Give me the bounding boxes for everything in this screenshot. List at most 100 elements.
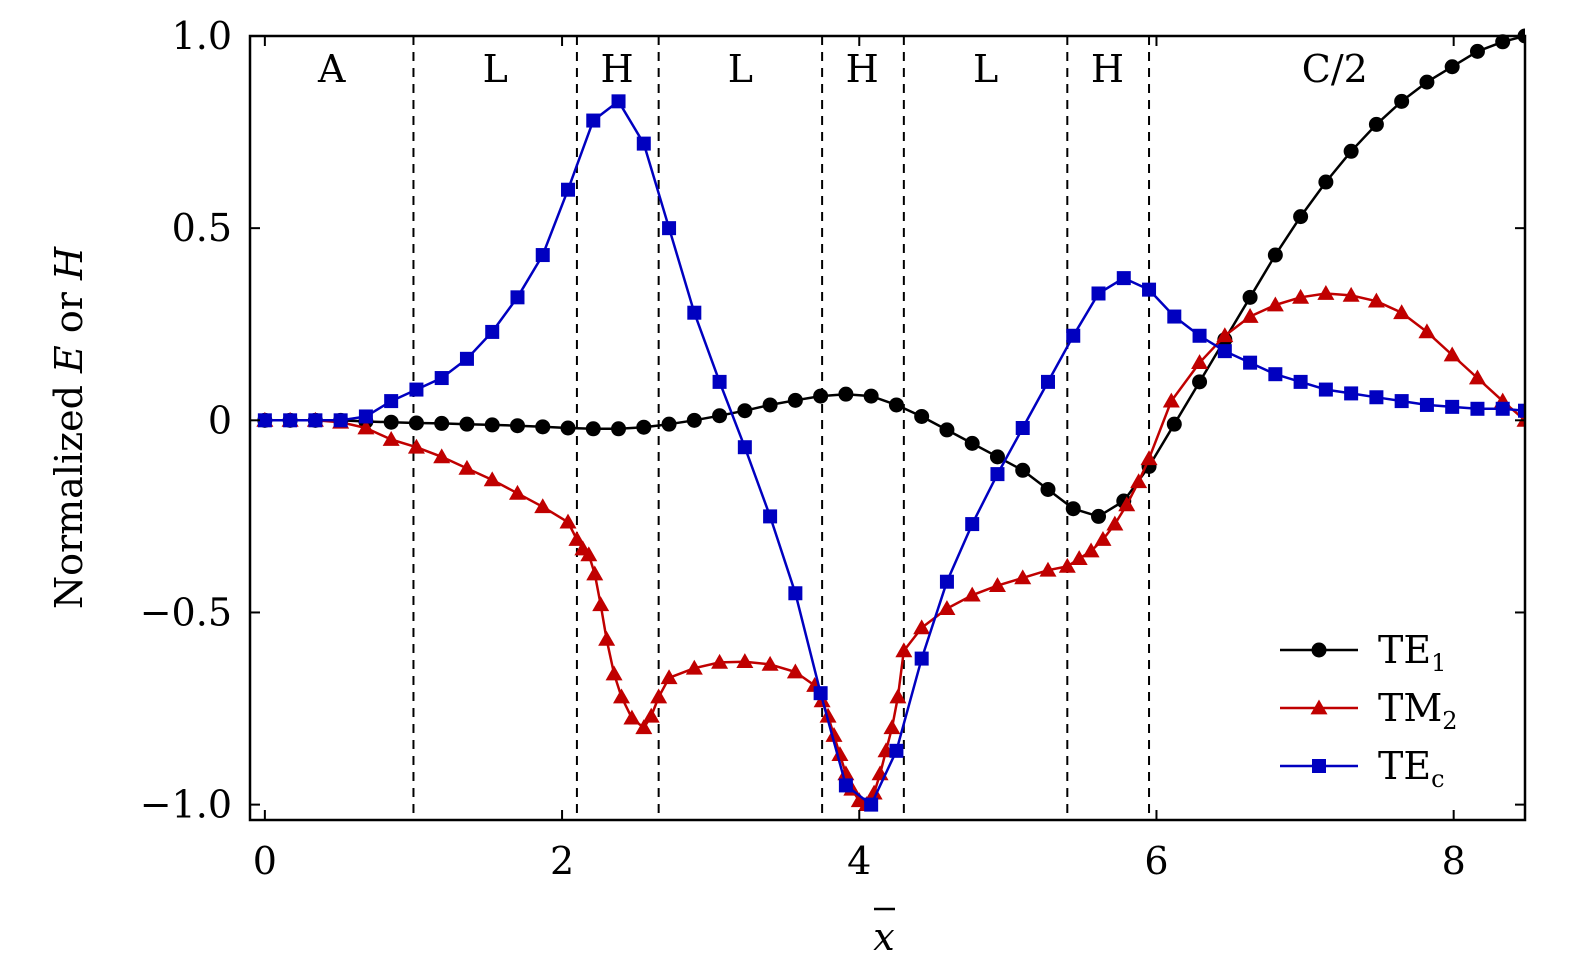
x-tick-label: 4	[847, 839, 871, 883]
plot-frame	[248, 34, 1527, 822]
data-point	[1469, 43, 1485, 59]
region-label: C/2	[1302, 47, 1368, 91]
data-point	[662, 221, 677, 236]
data-point	[434, 371, 449, 386]
data-point	[1216, 327, 1234, 343]
data-point	[568, 530, 586, 546]
data-point	[1140, 450, 1158, 466]
data-point	[736, 653, 754, 669]
data-point	[989, 449, 1005, 465]
data-point	[1292, 288, 1310, 304]
data-point	[1418, 323, 1436, 339]
data-point	[1368, 116, 1384, 132]
data-point	[485, 324, 500, 339]
data-point	[837, 765, 855, 781]
data-point	[1142, 282, 1157, 297]
data-point	[1393, 304, 1411, 320]
y-tick-label: 1.0	[172, 14, 232, 58]
data-point	[459, 416, 475, 432]
data-point	[838, 386, 854, 402]
data-point	[1094, 530, 1112, 546]
legend-label: TE1	[1378, 628, 1446, 677]
data-point	[433, 448, 451, 464]
region-label: L	[728, 47, 753, 91]
data-point	[1118, 496, 1136, 512]
data-point	[1082, 542, 1100, 558]
data-point	[1344, 386, 1359, 401]
data-point	[712, 374, 727, 389]
region-label: L	[973, 47, 998, 91]
data-point	[865, 784, 883, 800]
data-point	[1293, 374, 1308, 389]
series-circle	[257, 28, 1525, 524]
region-label: H	[1091, 47, 1124, 91]
data-point	[1167, 309, 1182, 324]
data-point	[1116, 271, 1131, 286]
data-point	[1162, 392, 1180, 408]
data-point	[813, 686, 828, 701]
data-point	[358, 409, 373, 424]
legend-label: TM2	[1378, 686, 1458, 735]
data-point	[939, 574, 954, 589]
data-point	[1040, 374, 1055, 389]
data-point	[1191, 354, 1209, 370]
data-point	[384, 394, 399, 409]
data-point	[963, 586, 981, 602]
region-label: L	[483, 47, 508, 91]
data-point	[938, 600, 956, 616]
data-point	[763, 509, 778, 524]
data-point	[685, 659, 703, 675]
data-point	[1394, 93, 1410, 109]
data-point	[636, 419, 652, 435]
data-point	[357, 419, 375, 435]
data-point	[1242, 289, 1258, 305]
x-axis-label: x	[873, 915, 894, 959]
data-point	[1317, 284, 1335, 300]
data-point	[458, 459, 476, 475]
data-point	[889, 743, 904, 758]
data-point	[382, 431, 400, 446]
legend-marker	[1312, 759, 1326, 773]
data-point	[257, 413, 272, 428]
legend-marker	[1311, 642, 1327, 658]
data-point	[483, 471, 501, 487]
data-point	[914, 408, 930, 424]
data-point	[613, 688, 631, 704]
data-point	[737, 403, 753, 419]
data-point	[484, 417, 500, 433]
data-point	[988, 577, 1006, 592]
data-point	[1065, 501, 1081, 517]
y-tick-label: −1.0	[140, 783, 232, 827]
data-point	[636, 136, 651, 151]
data-point	[586, 565, 604, 581]
data-point	[1066, 328, 1081, 343]
data-point	[611, 94, 626, 109]
data-point	[661, 416, 677, 432]
data-point	[580, 546, 598, 562]
data-point	[508, 484, 526, 500]
data-point	[1293, 209, 1309, 225]
data-point	[1318, 382, 1333, 397]
data-point	[510, 290, 525, 305]
data-point	[1266, 296, 1284, 312]
data-point	[408, 415, 424, 431]
data-point	[283, 413, 298, 428]
data-point	[642, 707, 660, 723]
axis-ticks: 0 2 4 6 8 1.0 0.5 0 −0.5 −1.0	[140, 14, 1525, 883]
data-point	[819, 707, 837, 723]
data-point	[863, 388, 879, 404]
data-point	[1367, 292, 1385, 308]
data-point	[813, 388, 829, 404]
data-point	[838, 778, 853, 793]
x-tick-label: 2	[550, 839, 574, 883]
data-point	[687, 305, 702, 320]
data-point	[711, 653, 729, 669]
data-point	[535, 419, 551, 435]
plot-series	[256, 28, 1525, 812]
data-point	[1419, 397, 1434, 412]
data-point	[635, 719, 653, 735]
data-point	[592, 596, 610, 612]
data-point	[1267, 247, 1283, 263]
data-point	[1518, 403, 1525, 418]
